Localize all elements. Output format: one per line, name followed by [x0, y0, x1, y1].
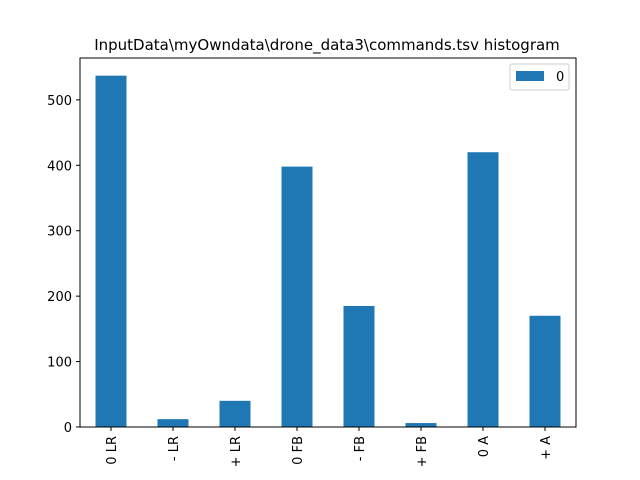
x-tick-label: 0 LR [105, 436, 120, 465]
legend-label: 0 [556, 70, 564, 85]
bars-layer [95, 75, 561, 428]
bar-0-a [467, 152, 499, 427]
x-tick-label: 0 FB [291, 436, 306, 465]
bar--lr [219, 400, 251, 427]
chart-title: InputData\myOwndata\drone_data3\commands… [94, 36, 560, 55]
y-tick-label: 100 [47, 356, 72, 371]
x-tick-label: + FB [415, 436, 430, 467]
legend: 0 [509, 63, 570, 91]
x-tick-label: 0 A [477, 436, 492, 457]
y-tick-label: 500 [47, 94, 72, 109]
bar--a [529, 315, 561, 427]
x-tick-label: - FB [353, 436, 368, 461]
x-tick-label: + A [539, 436, 554, 460]
legend-swatch [516, 71, 544, 81]
x-tick-label: - LR [167, 436, 182, 461]
y-tick-label: 300 [47, 225, 72, 240]
y-tick-label: 400 [47, 159, 72, 174]
plot-frame [79, 57, 577, 428]
bar-0-fb [281, 166, 313, 427]
y-tick-label: 200 [47, 290, 72, 305]
x-tick-label: + LR [229, 436, 244, 467]
bar--fb [343, 305, 375, 427]
y-tick-label: 0 [64, 421, 72, 436]
bar--fb [405, 423, 437, 427]
bar--lr [157, 419, 189, 427]
bar-0-lr [95, 75, 127, 428]
axes-layer: 0 LR - LR + LR 0 FB - FB + FB 0 A + A 0 100 200 300… [47, 57, 577, 467]
